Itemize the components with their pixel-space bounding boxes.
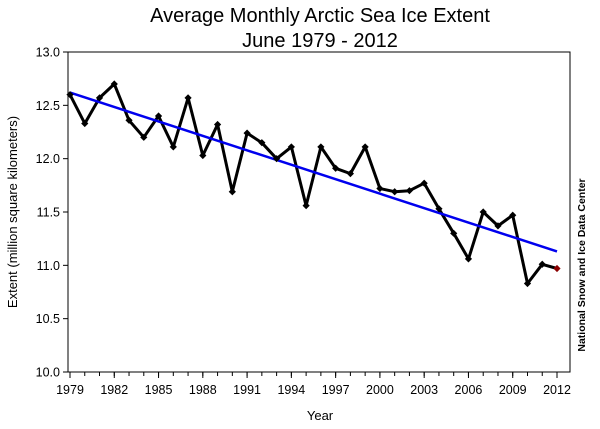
plot-frame [67, 51, 571, 373]
x-tick-label: 2009 [499, 383, 527, 397]
y-tick-label: 12.5 [36, 99, 60, 113]
data-point [420, 179, 428, 187]
data-point [243, 129, 251, 137]
trend-line [69, 91, 558, 253]
data-point [273, 155, 281, 163]
y-axis-label: Extent (million square kilometers) [5, 116, 20, 308]
x-tick-label: 1997 [322, 383, 350, 397]
data-point [346, 170, 354, 178]
data-point [125, 116, 133, 124]
x-tick-label: 2012 [543, 383, 571, 397]
data-point [154, 112, 163, 120]
series-line [68, 82, 558, 285]
data-point [391, 188, 399, 196]
data-point [509, 211, 517, 219]
x-tick-label: 1988 [189, 383, 217, 397]
data-point [140, 133, 148, 141]
chart-title: Average Monthly Arctic Sea Ice Extent [150, 5, 490, 27]
data-point [199, 151, 207, 160]
data-point [523, 279, 532, 288]
x-tick-label: 1991 [233, 383, 261, 397]
data-point [213, 120, 222, 129]
data-point [228, 188, 236, 196]
y-tick-label: 13.0 [36, 46, 60, 60]
data-point [479, 208, 487, 216]
data-point [538, 260, 546, 268]
x-tick-label: 2006 [455, 383, 483, 397]
data-point [494, 222, 502, 230]
data-point [184, 94, 192, 102]
chart-subtitle: June 1979 - 2012 [242, 30, 398, 52]
x-tick-label: 1994 [277, 383, 305, 397]
data-point [332, 164, 340, 172]
y-tick-label: 10.5 [36, 312, 60, 326]
data-point [376, 184, 384, 193]
data-point [361, 143, 369, 151]
data-point [287, 143, 295, 151]
x-tick-label: 2000 [366, 383, 394, 397]
data-point-latest [553, 264, 561, 273]
data-point [66, 91, 74, 99]
y-tick-label: 11.0 [37, 259, 60, 273]
x-tick-label: 2003 [410, 383, 438, 397]
data-point [110, 80, 118, 88]
x-axis-label: Year [307, 408, 334, 423]
plot-area: 10.0 10.5 11.0 11.5 12.0 12.5 13.0 1979 1982 1985… [36, 46, 571, 398]
x-tick-label: 1979 [56, 383, 84, 397]
data-point [95, 94, 104, 102]
credit-label: National Snow and Ice Data Center [576, 178, 588, 351]
y-tick-label: 12.0 [36, 152, 60, 166]
data-point [464, 255, 473, 263]
y-tick-label: 10.0 [36, 366, 60, 380]
x-tick-label: 1982 [100, 383, 128, 397]
data-point [450, 229, 458, 237]
data-point [317, 143, 325, 151]
data-point [405, 187, 414, 195]
x-tick-label: 1985 [145, 383, 173, 397]
data-point [81, 119, 89, 128]
data-point [302, 202, 310, 210]
data-point [435, 205, 443, 213]
data-point [258, 139, 266, 147]
data-point [169, 143, 177, 151]
y-tick-label: 11.5 [37, 206, 60, 220]
